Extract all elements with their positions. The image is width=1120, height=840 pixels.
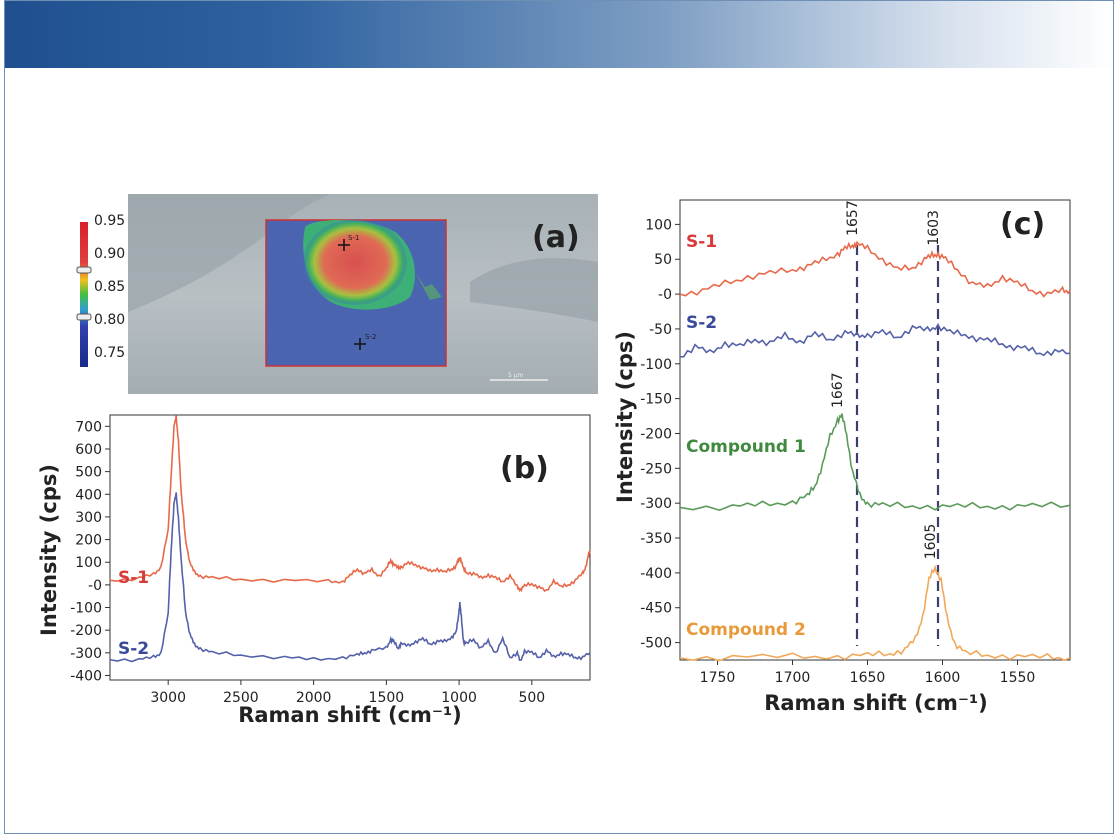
ytick-label: 200	[75, 533, 102, 549]
panel-a-label: (a)	[532, 220, 580, 255]
series-line-compound-2	[679, 564, 1071, 662]
panel-a-raman-map: 0.95 0.90 0.85 0.80 0.75 S-1 S-2 5 μm (a…	[76, 194, 598, 394]
ytick-label: 50	[654, 252, 672, 268]
colorbar-tick-1: 0.90	[94, 246, 125, 262]
ytick-label: 600	[75, 442, 102, 458]
ytick-label: -0	[88, 578, 102, 594]
ytick-label: -400	[70, 668, 102, 684]
colorbar-handle-upper[interactable]	[76, 266, 92, 274]
ytick-label: 700	[75, 419, 102, 435]
chart-b-xticks: 3000 2500 2000 1500 1000 500	[150, 680, 545, 706]
xtick-label: 1500	[369, 690, 405, 706]
chart-c-series	[679, 240, 1071, 662]
chart-b-plot-area	[109, 414, 591, 681]
ytick-label: 100	[75, 555, 102, 571]
chart-b-label-s1: S-1	[118, 568, 149, 588]
ytick-label: -350	[640, 531, 672, 547]
chart-c-xlabel: Raman shift (cm⁻¹)	[764, 691, 988, 715]
ytick-label: -200	[70, 623, 102, 639]
cell-shadow-right	[470, 258, 598, 322]
ytick-label: -50	[649, 322, 672, 338]
xtick-label: 1750	[700, 670, 736, 686]
panel-c-label: (c)	[1000, 207, 1045, 242]
xtick-label: 500	[518, 690, 545, 706]
ytick-label: 400	[75, 487, 102, 503]
chart-b-xlabel: Raman shift (cm⁻¹)	[238, 703, 462, 727]
chart-c-xticks: 1750 1700 1650 1600 1550	[700, 660, 1036, 686]
colorbar-handle-lower[interactable]	[76, 313, 92, 321]
ytick-label: -100	[640, 357, 672, 373]
xtick-label: 1600	[925, 670, 961, 686]
chart-c-label-compound2: Compound 2	[686, 620, 806, 640]
chart-b-ylabel: Intensity (cps)	[37, 464, 61, 636]
xtick-label: 1700	[775, 670, 811, 686]
ytick-label: -100	[70, 601, 102, 617]
chart-b-label-s2: S-2	[118, 639, 149, 659]
scale-bar-label: 5 μm	[508, 372, 524, 379]
ytick-label: 100	[645, 217, 672, 233]
xtick-label: 1000	[441, 690, 477, 706]
chart-b: 3000 2500 2000 1500 1000 500 700 600 500 400 300 2…	[37, 414, 591, 727]
chart-b-yticks: 700 600 500 400 300 200 100 -0 -100 -200 -300 -400	[70, 419, 110, 684]
colorbar-tick-0: 0.95	[94, 213, 125, 229]
ytick-label: -500	[640, 636, 672, 652]
series-line-s-2	[679, 322, 1071, 358]
ytick-label: -450	[640, 601, 672, 617]
header-banner	[4, 0, 1114, 68]
map-speckle	[415, 272, 442, 300]
ytick-label: 300	[75, 510, 102, 526]
peak-label: 1667	[830, 372, 846, 408]
chart-c-peaks: 1657 1603 1667 1605	[830, 200, 942, 559]
chart-c-label-compound1: Compound 1	[686, 437, 806, 457]
marker-s1[interactable]: S-1	[338, 234, 359, 251]
peak-label: 1605	[923, 524, 939, 560]
xtick-label: 3000	[150, 690, 186, 706]
series-line-s-2	[109, 492, 591, 663]
ytick-label: -300	[70, 646, 102, 662]
colorbar-tick-2: 0.85	[94, 279, 125, 295]
ytick-label: -150	[640, 392, 672, 408]
marker-s2[interactable]: S-2	[354, 333, 376, 350]
content-frame	[4, 0, 1114, 834]
xtick-label: 2500	[223, 690, 259, 706]
chart-c-plot-area	[679, 199, 1071, 661]
ytick-label: -250	[640, 461, 672, 477]
colorbar-tick-3: 0.80	[94, 312, 125, 328]
ytick-label: -300	[640, 496, 672, 512]
ytick-label: -0	[658, 287, 672, 303]
xtick-label: 1650	[850, 670, 886, 686]
chart-c-label-s1: S-1	[686, 232, 717, 252]
series-line-compound-1	[679, 413, 1071, 512]
peak-label: 1603	[926, 210, 942, 246]
chart-c-yticks: 100 50 -0 -50 -100 -150 -200 -250 -300 -350 -400 -4…	[640, 217, 680, 652]
chart-c-ylabel: Intensity (cps)	[613, 331, 637, 503]
xtick-label: 1550	[1000, 670, 1036, 686]
svg-text:S-2: S-2	[365, 333, 376, 341]
chart-c-dashed	[855, 245, 940, 646]
xtick-label: 2000	[296, 690, 332, 706]
colorbar-tick-4: 0.75	[94, 345, 125, 361]
ytick-label: -200	[640, 426, 672, 442]
chart-b-series	[109, 415, 591, 663]
ytick-label: -400	[640, 566, 672, 582]
panel-b-label: (b)	[500, 451, 549, 486]
chart-c: 1750 1700 1650 1600 1550 100 50 -0 -50 -100 -150 -…	[613, 199, 1071, 715]
svg-text:S-1: S-1	[348, 234, 359, 242]
chart-c-label-s2: S-2	[686, 313, 717, 333]
peak-label: 1657	[845, 200, 861, 236]
map-hotspot	[303, 219, 407, 305]
ytick-label: 500	[75, 465, 102, 481]
colorbar	[80, 222, 88, 367]
series-line-s-1	[679, 240, 1071, 298]
series-line-s-1	[109, 415, 591, 593]
